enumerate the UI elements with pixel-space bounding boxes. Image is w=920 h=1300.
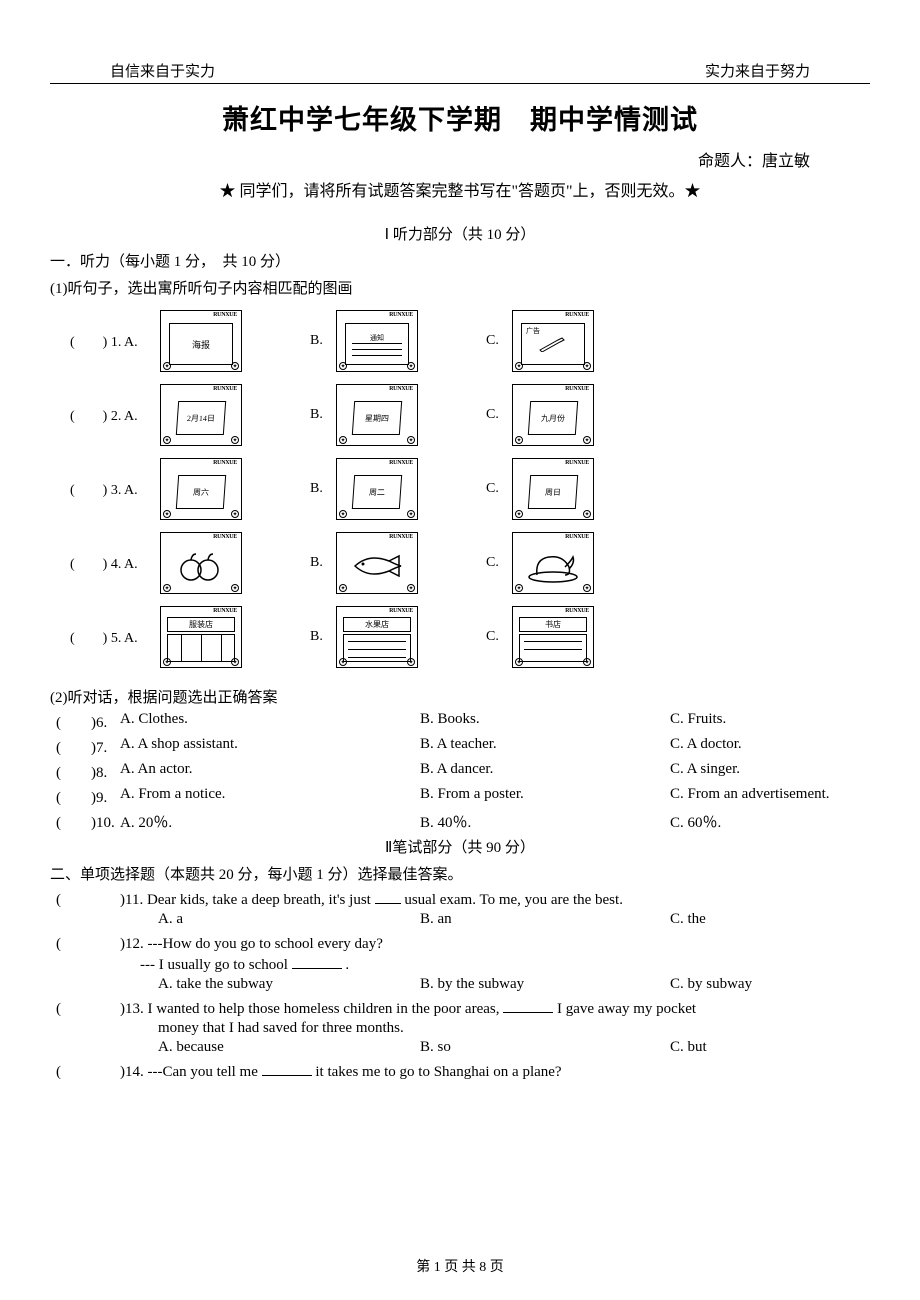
q1-label: ( ) 1. A. (70, 331, 160, 351)
calendar-icon: 九月份 (523, 399, 583, 437)
q5-option-c: RUNXUE 书店 ✦✦ (512, 606, 594, 668)
pic-row-3: ( ) 3. A. RUNXUE 周六 ✦✦ B. RUNXUE 周二 ✦✦ C… (50, 458, 870, 520)
author-line: 命题人：唐立敏 (50, 147, 870, 171)
q5-option-b: RUNXUE 水果店 ✦✦ (336, 606, 418, 668)
q8-row: ( )8. A. An actor. B. A dancer. C. A sin… (50, 761, 870, 782)
q10-row: ( )10. A. 20％. B. 40％. C. 60％. (50, 811, 870, 832)
q3-option-a: RUNXUE 周六 ✦✦ (160, 458, 242, 520)
page-header: 自信来自于实力 实力来自于努力 (50, 60, 870, 84)
q6-row: ( )6. A. Clothes. B. Books. C. Fruits. (50, 711, 870, 732)
q4-option-b: RUNXUE ✦✦ (336, 532, 418, 594)
pic-row-2: ( ) 2. A. RUNXUE 2月14日 ✦✦ B. RUNXUE 星期四 … (50, 384, 870, 446)
poster-icon: 海报 (169, 323, 233, 365)
instruction-line: ★ 同学们，请将所有试题答案完整书写在"答题页"上，否则无效。★ (50, 177, 870, 201)
blank (375, 890, 401, 904)
subsection-2: (2)听对话，根据问题选出正确答案 (50, 686, 870, 707)
pic-row-4: ( ) 4. A. RUNXUE ✦✦ B. RUNXUE ✦✦ C. RUNX… (50, 532, 870, 594)
q2-label: ( ) 2. A. (70, 405, 160, 425)
q4-option-c: RUNXUE ✦✦ (512, 532, 594, 594)
listening-heading: 一．听力（每小题 1 分， 共 10 分） (50, 250, 870, 271)
subsection-1: (1)听句子，选出寓所听句子内容相匹配的图画 (50, 277, 870, 298)
q2-option-a: RUNXUE 2月14日 ✦✦ (160, 384, 242, 446)
book-shop-icon: 书店 (519, 617, 587, 661)
clothes-shop-icon: 服装店 (167, 617, 235, 661)
calendar-icon: 星期四 (347, 399, 407, 437)
header-left: 自信来自于实力 (110, 60, 215, 81)
q1-option-a: RUNXUE 海报 ✦✦ (160, 310, 242, 372)
notice-icon: 通知 (345, 323, 409, 365)
chicken-icon (521, 545, 585, 587)
q4-label: ( ) 4. A. (70, 553, 160, 573)
q4-option-a: RUNXUE ✦✦ (160, 532, 242, 594)
header-right: 实力来自于努力 (705, 60, 810, 81)
exam-title: 萧红中学七年级下学期 期中学情测试 (50, 98, 870, 137)
q12: ( )12. ---How do you go to school every … (50, 932, 870, 993)
q5-option-a: RUNXUE 服装店 ✦✦ (160, 606, 242, 668)
blank (262, 1062, 312, 1076)
q7-row: ( )7. A. A shop assistant. B. A teacher.… (50, 736, 870, 757)
section-2-heading: Ⅱ笔试部分（共 90 分） (50, 836, 870, 857)
fish-icon (345, 545, 409, 587)
q13: ( )13. I wanted to help those homeless c… (50, 997, 870, 1056)
section-1-heading: Ⅰ 听力部分（共 10 分） (50, 223, 870, 244)
q11: ( )11. Dear kids, take a deep breath, it… (50, 888, 870, 928)
part-2-heading: 二、单项选择题（本题共 20 分，每小题 1 分）选择最佳答案。 (50, 863, 870, 884)
q2-option-c: RUNXUE 九月份 ✦✦ (512, 384, 594, 446)
q5-label: ( ) 5. A. (70, 627, 160, 647)
q1-option-c: RUNXUE 广告 ✦✦ (512, 310, 594, 372)
ad-icon: 广告 (521, 323, 585, 365)
q2-option-b: RUNXUE 星期四 ✦✦ (336, 384, 418, 446)
q14: ( )14. ---Can you tell me it takes me to… (50, 1060, 870, 1081)
page-footer: 第 1 页 共 8 页 (0, 1256, 920, 1276)
calendar-icon: 2月14日 (171, 399, 231, 437)
q9-row: ( )9. A. From a notice. B. From a poster… (50, 786, 870, 807)
q3-option-b: RUNXUE 周二 ✦✦ (336, 458, 418, 520)
q1-option-b: RUNXUE 通知 ✦✦ (336, 310, 418, 372)
pic-row-5: ( ) 5. A. RUNXUE 服装店 ✦✦ B. RUNXUE 水果店 ✦✦… (50, 606, 870, 668)
calendar-icon: 周六 (171, 473, 231, 511)
calendar-icon: 周二 (347, 473, 407, 511)
blank (292, 955, 342, 969)
pic-row-1: ( ) 1. A. RUNXUE 海报 ✦✦ B. RUNXUE 通知 ✦✦ C… (50, 310, 870, 372)
q3-option-c: RUNXUE 周日 ✦✦ (512, 458, 594, 520)
apples-icon (169, 545, 233, 587)
fruit-shop-icon: 水果店 (343, 617, 411, 661)
blank (503, 999, 553, 1013)
calendar-icon: 周日 (523, 473, 583, 511)
q3-label: ( ) 3. A. (70, 479, 160, 499)
